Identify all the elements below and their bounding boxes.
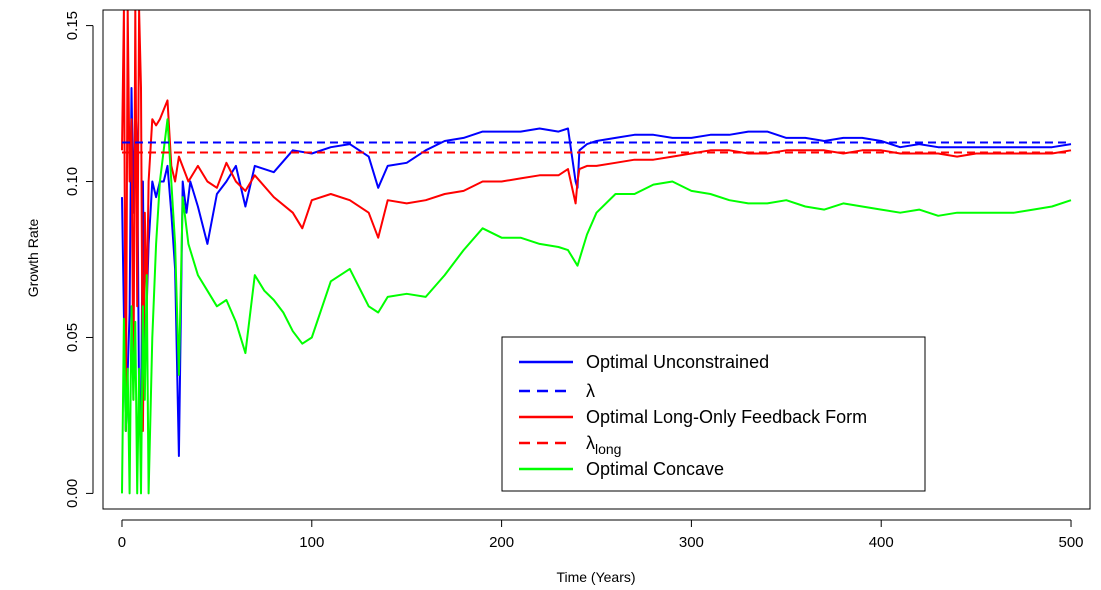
legend-label-5: Optimal Concave [586, 459, 724, 479]
legend-label-subscript: long [595, 441, 621, 457]
x-tick-label: 100 [299, 534, 324, 551]
x-tick-label: 300 [679, 534, 704, 551]
x-tick-label: 200 [489, 534, 514, 551]
y-tick-label: 0.10 [64, 167, 81, 196]
y-tick-label: 0.15 [64, 11, 81, 40]
series-line-3 [121, 118, 1072, 495]
y-tick-label: 0.05 [64, 323, 81, 352]
x-tick-label: 0 [118, 534, 126, 551]
legend-label-2: λ [586, 381, 595, 401]
x-tick-label: 400 [869, 534, 894, 551]
legend-label-1: Optimal Unconstrained [586, 352, 769, 372]
plot-frame [102, 9, 1091, 510]
y-axis-label: Growth Rate [25, 218, 41, 297]
x-axis-label: Time (Years) [556, 569, 635, 585]
y-tick-label: 0.00 [64, 479, 81, 508]
series-line-1 [121, 87, 1072, 457]
legend: Optimal Unconstrained λ Optimal Long-Only … [501, 336, 926, 492]
x-tick-label: 500 [1059, 534, 1084, 551]
legend-label-3: Optimal Long-Only Feedback Form [586, 407, 867, 427]
